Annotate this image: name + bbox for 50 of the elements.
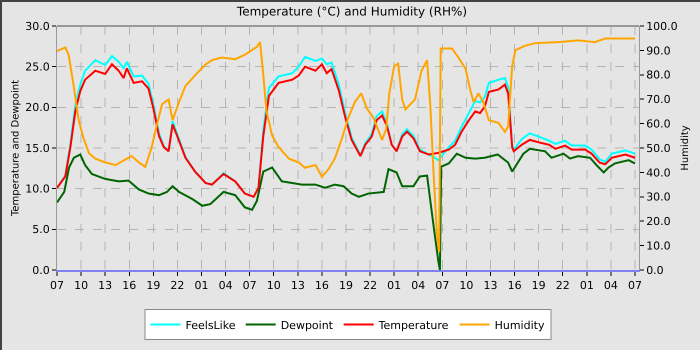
y2-tick-label: 40.0 [646,166,671,180]
y-tick-label: 30.0 [25,20,50,33]
y2-tick-label: 80.0 [646,68,671,82]
y2-tick-label: 10.0 [646,239,671,252]
chart-title: Temperature (°C) and Humidity (RH%) [236,4,468,19]
y-axis-title: Temperature and Dewpoint [10,80,22,218]
x-tick-label: 22 [170,279,184,292]
y2-tick-label: 20.0 [646,215,671,228]
legend-label: Dewpoint [280,318,334,332]
x-tick-label: 07 [435,279,450,292]
y-tick-label: 25.0 [25,60,50,74]
x-tick-label: 01 [580,279,594,292]
y2-tick-label: 90.0 [646,44,671,58]
x-tick-label: 22 [556,279,570,292]
x-tick-label: 16 [314,279,329,292]
x-tick-label: 10 [459,279,474,292]
x-tick-label: 22 [363,279,378,292]
y-tick-label: 20.0 [25,101,50,114]
x-tick-label: 04 [411,279,426,292]
y-tick-label: 10.0 [25,182,50,196]
x-tick-label: 19 [146,279,160,292]
x-tick-label: 19 [338,279,353,292]
y2-tick-label: 60.0 [646,117,671,130]
x-tick-label: 01 [387,279,402,292]
y2-tick-label: 30.0 [646,190,671,204]
x-tick-label: 10 [74,279,88,292]
y2-tick-label: 50.0 [646,142,671,155]
y2-tick-label: 100.0 [646,20,678,33]
y2-tick-label: 70.0 [646,93,671,106]
x-tick-label: 16 [508,279,522,292]
legend-label: Humidity [494,318,545,332]
y2-axis-title: Humidity [680,125,692,171]
legend-label: FeelsLike [186,318,236,332]
x-tick-label: 07 [242,279,257,292]
x-tick-label: 16 [122,279,136,292]
legend-label: Temperature [378,318,449,332]
x-tick-label: 04 [604,279,618,292]
x-tick-label: 13 [98,279,112,292]
x-tick-label: 13 [290,279,305,292]
x-tick-label: 01 [194,279,208,292]
y-tick-label: 0.0 [32,264,50,277]
x-tick-label: 10 [266,279,281,292]
x-tick-label: 13 [483,279,498,292]
y-tick-label: 5.0 [32,223,50,236]
x-tick-label: 04 [218,279,233,292]
x-tick-label: 07 [50,279,64,292]
y2-tick-label: 0.0 [646,264,664,277]
x-tick-label: 19 [532,279,546,292]
y-tick-label: 15.0 [25,142,50,155]
x-tick-label: 07 [628,279,642,292]
